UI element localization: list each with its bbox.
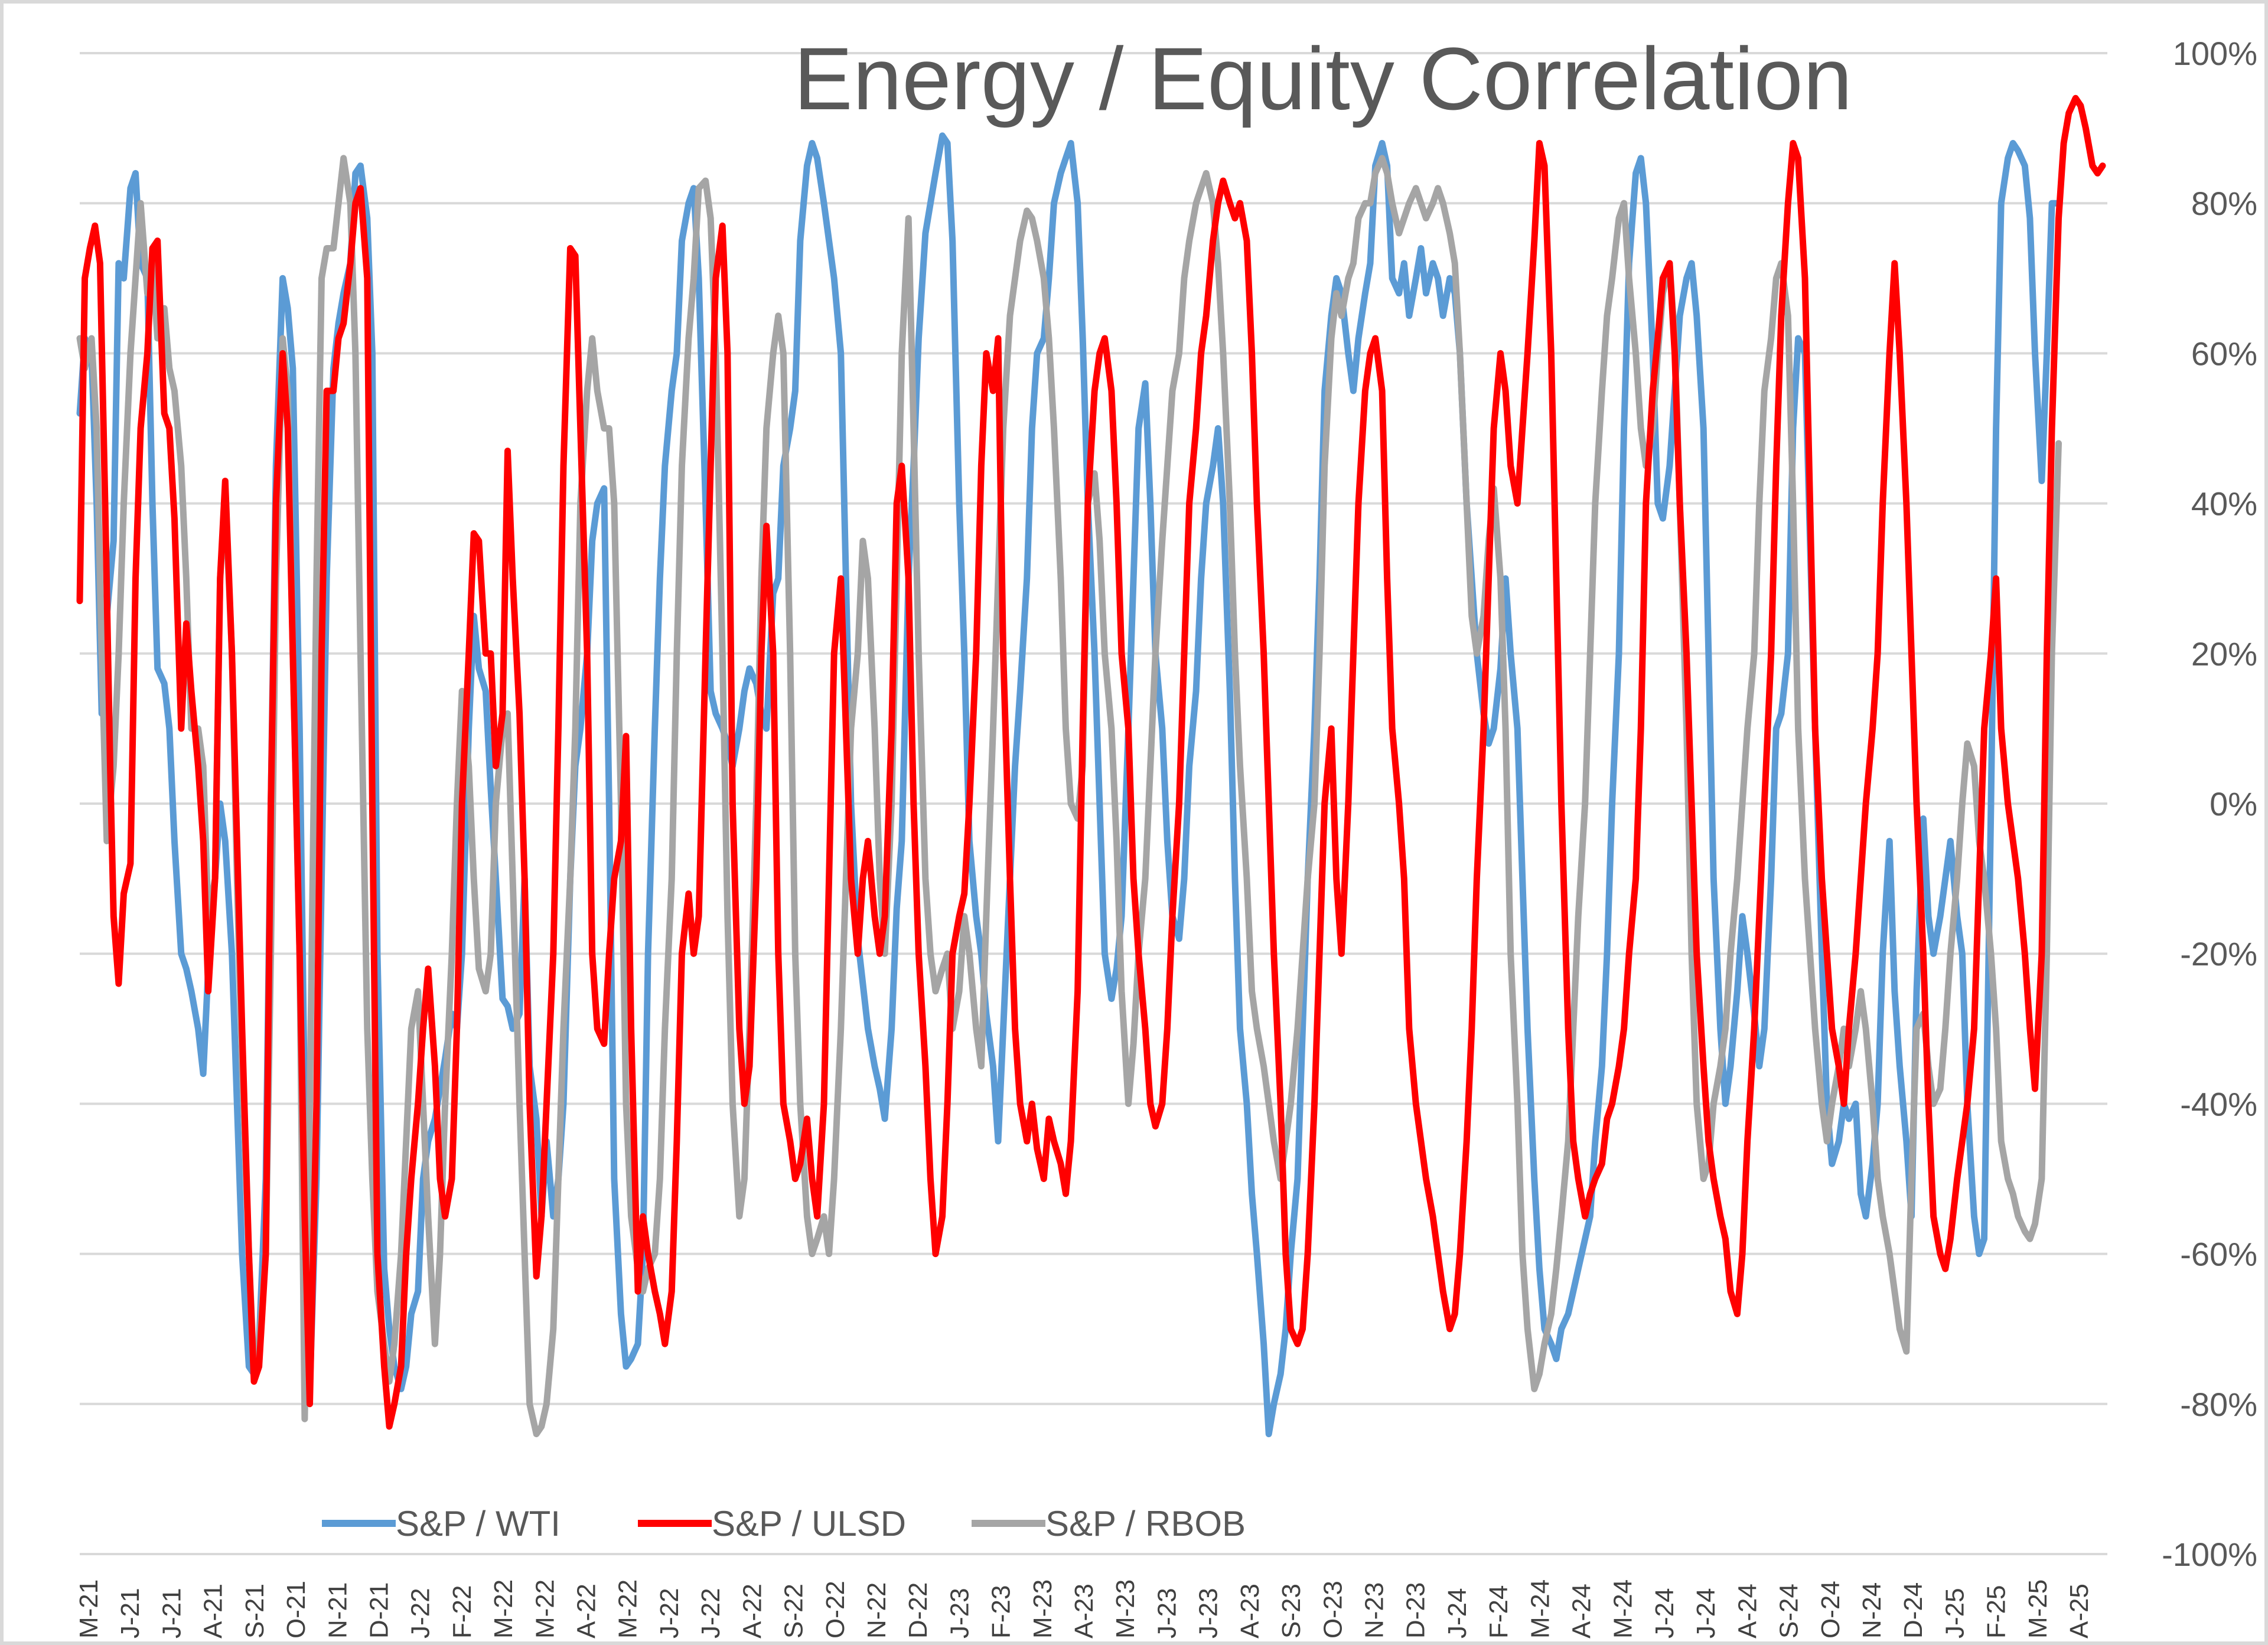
x-tick-label: F-23 [987,1585,1016,1639]
x-tick-label: S-23 [1277,1584,1306,1639]
x-tick-label: A-23 [1236,1584,1265,1639]
x-tick-label: D-24 [1899,1582,1928,1639]
x-tick-label: O-24 [1816,1581,1845,1639]
x-tick-label: M-25 [2023,1579,2052,1639]
x-tick-label: J-25 [1940,1588,1969,1639]
x-tick-label: J-24 [1443,1588,1472,1639]
y-tick-label: -80% [2180,1386,2257,1423]
x-tick-label: M-22 [614,1579,643,1639]
y-tick-label: 60% [2191,335,2257,372]
x-tick-label: N-22 [862,1582,891,1639]
series-line-s-p-rbob [76,155,2062,1438]
x-tick-label: A-22 [572,1584,601,1639]
x-tick-label: M-24 [1609,1579,1638,1639]
x-tick-label: F-24 [1484,1585,1513,1639]
y-axis-tick-labels: 100% 80% 60% 40% 20% 0% -20% -40% -60% -80% -100% [2162,35,2257,1573]
x-tick-label: A-22 [738,1584,767,1639]
x-tick-label: S-24 [1775,1584,1804,1639]
y-tick-label: 0% [2210,785,2257,822]
y-tick-label: -20% [2180,935,2257,972]
series-lines [76,94,2106,1438]
x-tick-label: M-23 [1028,1579,1057,1639]
x-tick-label: O-23 [1318,1581,1347,1639]
x-tick-label: J-24 [1650,1588,1679,1639]
y-tick-label: -40% [2180,1085,2257,1122]
x-tick-label: S-22 [780,1584,809,1639]
x-tick-label: M-24 [1526,1579,1555,1639]
x-tick-label: J-24 [1692,1588,1720,1639]
x-tick-label: M-23 [1111,1579,1140,1639]
series-line-s-p-ulsd [76,94,2106,1430]
x-axis-tick-labels: M-21 J-21 J-21 A-21 S-21 O-21 N-21 D-21 J-22 F-22… [74,1579,2094,1639]
x-tick-label: J-21 [116,1588,145,1639]
series-line-s-p-wti [76,132,2061,1438]
x-tick-label: J-23 [1194,1588,1223,1639]
x-tick-label: D-21 [364,1582,393,1639]
x-tick-label: M-22 [489,1579,518,1639]
x-tick-label: F-22 [448,1585,477,1639]
x-tick-label: J-23 [945,1588,974,1639]
x-tick-label: A-25 [2065,1584,2094,1639]
y-tick-label: 20% [2191,635,2257,673]
x-tick-label: N-24 [1858,1582,1886,1639]
y-tick-label: 100% [2173,35,2257,72]
y-tick-label: -60% [2180,1236,2257,1273]
x-tick-label: J-22 [696,1588,725,1639]
x-tick-label: A-24 [1568,1584,1596,1639]
x-tick-label: O-21 [282,1581,311,1639]
x-tick-label: M-22 [530,1579,559,1639]
x-tick-label: N-23 [1360,1582,1389,1639]
x-tick-label: J-21 [157,1588,186,1639]
x-tick-label: D-23 [1402,1582,1430,1639]
x-tick-label: J-23 [1152,1588,1181,1639]
legend-label: S&P / ULSD [712,1504,906,1543]
y-tick-label: 40% [2191,485,2257,523]
x-tick-label: F-25 [1982,1585,2011,1639]
x-tick-label: J-22 [406,1588,435,1639]
x-tick-label: A-24 [1733,1584,1762,1639]
x-tick-label: N-21 [323,1582,352,1639]
y-tick-label: -100% [2162,1536,2257,1573]
legend: S&P / WTI S&P / ULSD S&P / RBOB [322,1504,1246,1543]
x-tick-label: S-21 [240,1584,269,1639]
x-tick-label: A-23 [1070,1584,1099,1639]
x-tick-label: A-21 [199,1584,228,1639]
legend-label: S&P / RBOB [1045,1504,1246,1543]
y-tick-label: 80% [2191,185,2257,222]
x-tick-label: M-21 [74,1579,103,1639]
x-tick-label: J-22 [655,1588,684,1639]
x-tick-label: O-22 [821,1581,850,1639]
chart-title: Energy / Equity Correlation [794,29,1853,128]
legend-label: S&P / WTI [396,1504,561,1543]
x-tick-label: D-22 [904,1582,933,1639]
